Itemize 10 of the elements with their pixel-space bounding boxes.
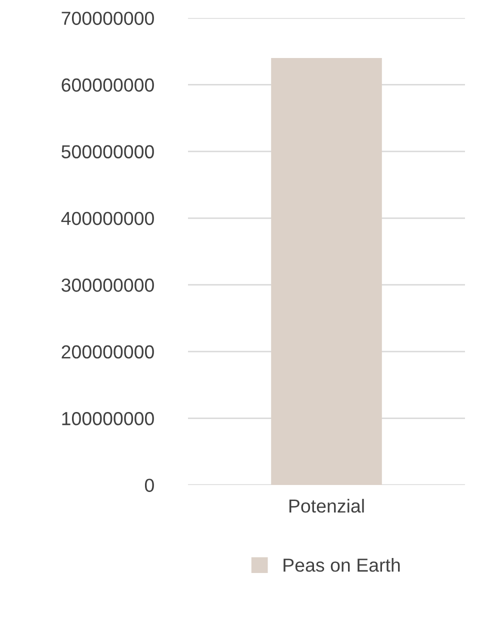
y-tick-label: 400000000 [61,212,154,226]
legend-label: Peas on Earth [284,558,400,572]
y-tick-label: 600000000 [62,78,154,92]
y-tick-label: 300000000 [62,278,154,292]
x-tick-label: Potenzial [289,498,364,513]
y-tick-label: 100000000 [62,412,154,426]
y-tick-label: 700000000 [62,12,154,25]
y-tick-label: 500000000 [62,145,154,158]
y-tick-label: 0 [144,478,154,492]
y-tick-label: 200000000 [62,345,154,359]
